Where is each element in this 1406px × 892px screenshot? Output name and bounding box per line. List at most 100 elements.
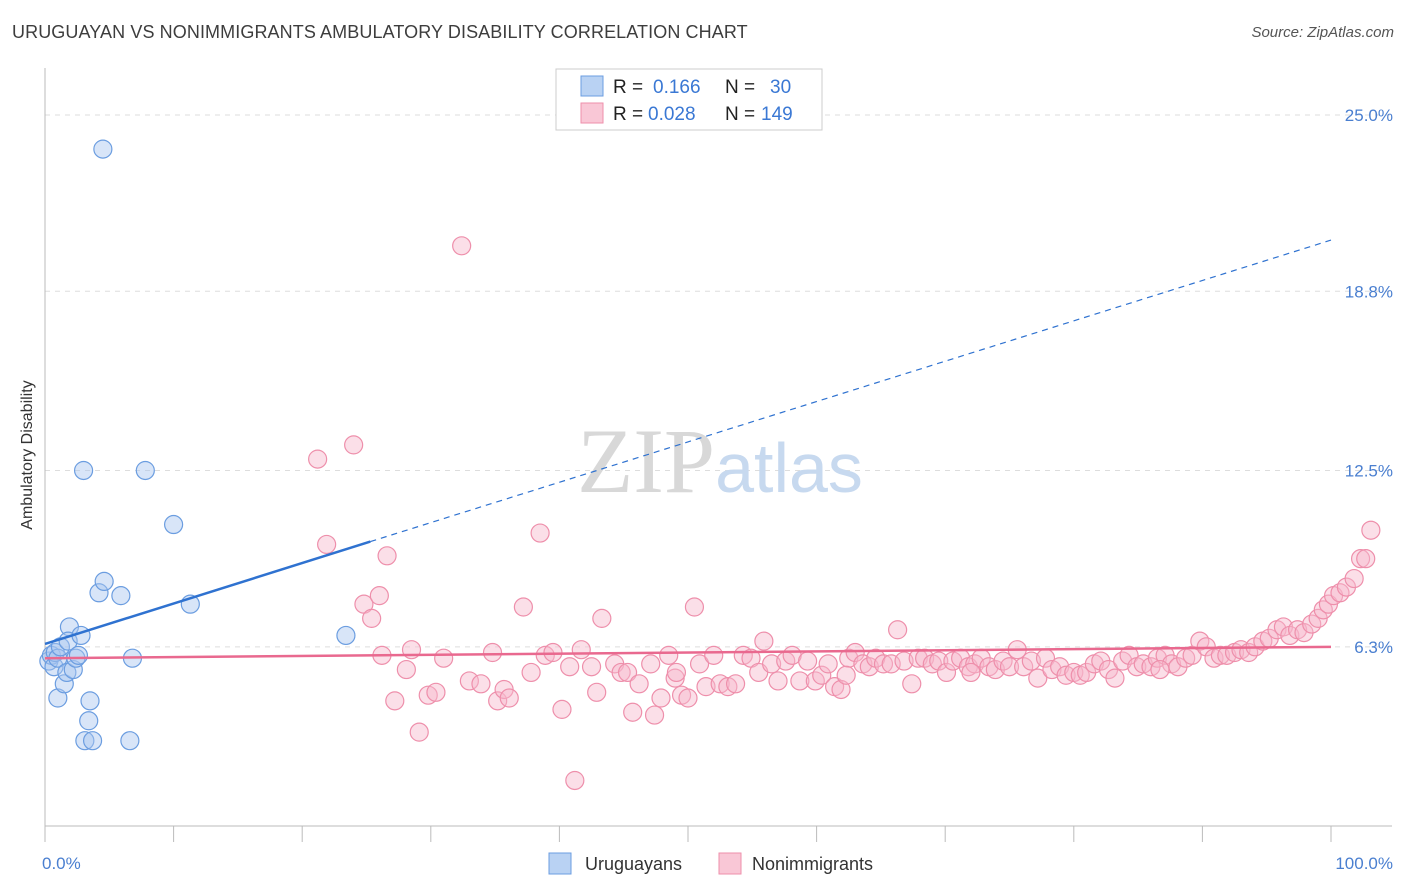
stat-n-label-1: N = (725, 77, 755, 98)
nonimmigrants-point-91 (999, 657, 1020, 677)
stat-n-value-2: 149 (761, 104, 793, 125)
nonimmigrants-point-42 (659, 645, 679, 665)
uruguayans-point-6 (48, 688, 68, 708)
nonimmigrants-point-25 (535, 645, 555, 665)
nonimmigrants-point-67 (831, 679, 851, 700)
watermark: ZIPatlas (577, 410, 863, 512)
nonimmigrants-point-46 (684, 597, 705, 617)
nonimmigrants-point-48 (696, 677, 716, 697)
nonimmigrants-point-19 (488, 691, 508, 711)
nonimmigrants-point-69 (845, 642, 865, 663)
nonimmigrants-point-27 (552, 699, 572, 719)
uruguayans-point-16 (75, 731, 95, 751)
legend-label-nonimmigrants: Nonimmigrants (752, 854, 873, 874)
uruguayans-point-23 (120, 731, 140, 751)
uruguayans-point-18 (80, 691, 100, 711)
nonimmigrants-point-95 (1028, 668, 1048, 688)
uruguayans-point-19 (82, 731, 103, 751)
uruguayans-point-11 (63, 659, 83, 680)
nonimmigrants-point-22 (513, 597, 533, 617)
nonimmigrants-point-81 (929, 651, 949, 671)
nonimmigrants-point-108 (1119, 645, 1139, 665)
nonimmigrants-point-146 (836, 665, 856, 685)
nonimmigrants-point-141 (1344, 568, 1364, 589)
nonimmigrants-point-56 (754, 631, 774, 651)
nonimmigrants-point-17 (471, 674, 491, 694)
stat-r-value-2: 0.028 (648, 104, 696, 125)
nonimmigrants-point-41 (651, 688, 671, 708)
gridlines (45, 114, 1392, 648)
nonimmigrants-point-65 (818, 654, 838, 674)
nonimmigrants-point-136 (1313, 600, 1333, 620)
nonimmigrants-point-31 (581, 657, 602, 677)
stats-legend: R = 0.166 N = 30 R = 0.028 N = 149 (555, 68, 823, 131)
nonimmigrants-point-77 (902, 674, 922, 694)
nonimmigrants-point-78 (908, 648, 928, 668)
nonimmigrants-point-23 (521, 662, 541, 683)
nonimmigrants-point-106 (1105, 668, 1125, 688)
nonimmigrants-point-82 (936, 662, 957, 683)
nonimmigrants-point-40 (644, 705, 665, 725)
nonimmigrants-point-145 (666, 662, 687, 683)
nonimmigrants-point-62 (797, 651, 818, 671)
watermark-atlas: atlas (715, 429, 863, 507)
nonimmigrants-point-97 (1042, 659, 1062, 680)
series-legend: Uruguayans Nonimmigrants (548, 852, 873, 875)
nonimmigrants-point-4 (362, 608, 382, 628)
nonimmigrants-point-75 (888, 620, 908, 640)
nonimmigrants-swatch (580, 102, 604, 124)
nonimmigrants-point-57 (761, 654, 782, 674)
x-tick-label-0: 0.0% (42, 854, 81, 873)
uruguayans-trend-dashed (370, 239, 1332, 543)
nonimmigrants-point-49 (704, 645, 724, 665)
uruguayans-swatch (580, 75, 604, 97)
uruguayans-point-22 (111, 586, 131, 606)
nonimmigrants-point-52 (725, 674, 746, 694)
nonimmigrants-point-142 (1350, 549, 1371, 569)
nonimmigrants-point-15 (452, 236, 472, 256)
nonimmigrants-point-18 (482, 642, 503, 663)
nonimmigrants-point-12 (418, 685, 438, 705)
uruguayans-point-29 (93, 139, 113, 159)
legend-swatch-uruguayans (548, 852, 572, 875)
nonimmigrants-point-147 (961, 662, 981, 683)
y-tick-label-3: 25.0% (1345, 106, 1393, 125)
nonimmigrants-point-24 (530, 523, 550, 543)
nonimmigrants-point-1 (317, 534, 337, 555)
stat-n-value-1: 30 (770, 77, 791, 98)
nonimmigrants-point-148 (1150, 659, 1170, 680)
uruguayans-point-7 (54, 674, 74, 694)
nonimmigrants-point-29 (565, 770, 585, 791)
nonimmigrants-point-33 (592, 608, 612, 628)
nonimmigrants-points (308, 236, 1381, 791)
trend-lines (44, 239, 1332, 660)
y-tick-label-1: 12.5% (1345, 461, 1393, 480)
nonimmigrants-point-73 (873, 654, 894, 674)
nonimmigrants-point-28 (560, 657, 580, 677)
nonimmigrants-point-122 (1217, 645, 1237, 665)
nonimmigrants-point-51 (718, 677, 738, 697)
nonimmigrants-point-14 (434, 648, 454, 668)
nonimmigrants-point-47 (689, 654, 710, 674)
nonimmigrants-point-64 (812, 665, 832, 685)
nonimmigrants-point-0 (308, 449, 328, 469)
uruguayans-point-20 (89, 583, 109, 603)
uruguayans-point-17 (79, 711, 99, 731)
nonimmigrants-point-35 (611, 662, 631, 683)
nonimmigrants-trend (44, 645, 1332, 660)
y-tick-label-2: 18.8% (1345, 282, 1393, 301)
uruguayans-point-28 (336, 625, 356, 646)
uruguayans-point-15 (73, 460, 94, 481)
nonimmigrants-point-50 (710, 674, 730, 694)
uruguayans-point-25 (135, 460, 155, 481)
nonimmigrants-point-36 (617, 662, 638, 683)
nonimmigrants-point-13 (426, 682, 446, 702)
chart-source: Source: ZipAtlas.com (1251, 24, 1394, 41)
tick-labels: 6.3% 12.5% 18.8% 25.0% 0.0% 100.0% (42, 106, 1393, 873)
nonimmigrants-point-38 (629, 674, 649, 694)
watermark-zip: ZIP (577, 410, 715, 512)
stat-r-value-1: 0.166 (653, 77, 701, 98)
y-tick-label-0: 6.3% (1354, 638, 1393, 657)
nonimmigrants-point-99 (1056, 665, 1076, 685)
